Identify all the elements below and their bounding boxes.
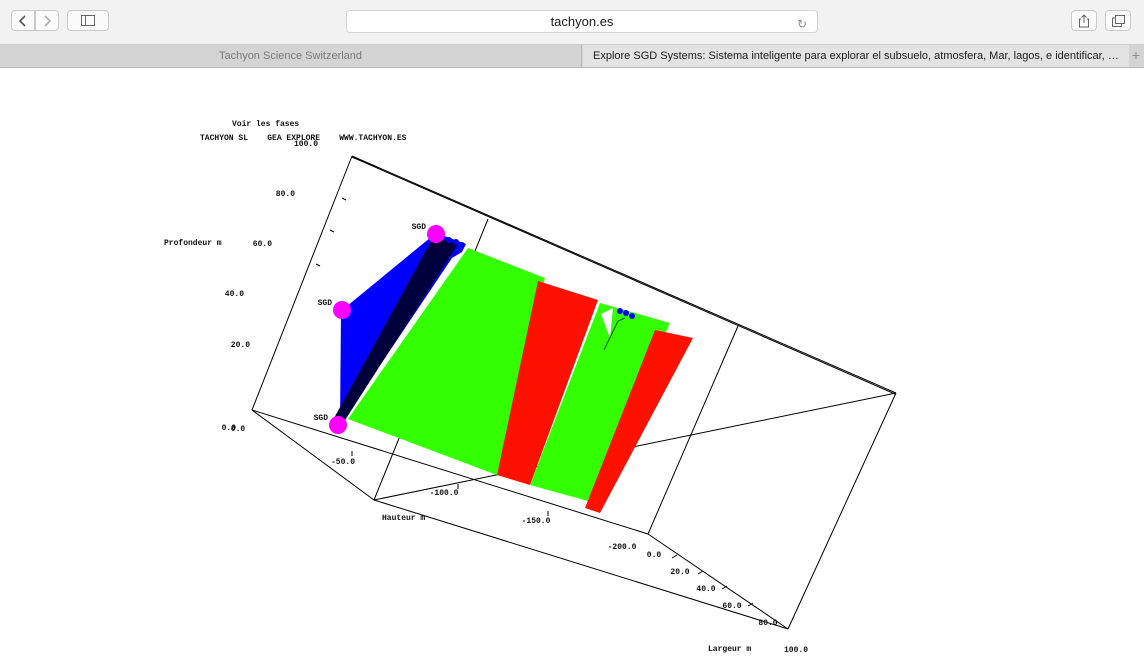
sgd-marker-dot bbox=[333, 301, 351, 319]
share-button[interactable] bbox=[1071, 10, 1097, 31]
surface-point bbox=[446, 237, 452, 243]
hauteur-axis-label: Hauteur m bbox=[382, 514, 425, 523]
back-button[interactable] bbox=[11, 10, 35, 31]
largeur-tick-label: 100.0 bbox=[784, 646, 808, 655]
axes: 0.0 20.0 40.0 60.0 80.0 100.0 Profondeur m 0.0 -… bbox=[164, 140, 808, 655]
surface-notch bbox=[601, 308, 613, 338]
share-icon bbox=[1079, 13, 1089, 27]
profondeur-tick-label: 20.0 bbox=[231, 341, 250, 350]
reload-icon[interactable]: ↻ bbox=[796, 17, 807, 31]
sgd-marker-label: SGD bbox=[412, 223, 427, 232]
tab-bar: Tachyon Science Switzerland Explore SGD … bbox=[0, 45, 1144, 68]
tabs-overview-button[interactable] bbox=[1105, 10, 1131, 31]
hauteur-tick-label: -100.0 bbox=[430, 489, 459, 498]
largeur-tick-label: 0.0 bbox=[647, 551, 662, 560]
profondeur-tick-label: 80.0 bbox=[276, 190, 295, 199]
profondeur-tick-mark bbox=[341, 197, 347, 201]
largeur-tick-mark bbox=[747, 602, 754, 607]
largeur-tick-mark bbox=[721, 585, 728, 590]
profondeur-tick-label: 0.0 bbox=[222, 424, 237, 433]
header-title: Voir les fases bbox=[232, 120, 299, 129]
surface-navy bbox=[333, 236, 458, 428]
profondeur-tick-mark bbox=[329, 229, 335, 233]
sgd-marker-dot bbox=[427, 225, 445, 243]
surface-point bbox=[617, 308, 623, 314]
header-credits: TACHYON SL GEA EXPLORE WWW.TACHYON.ES bbox=[200, 134, 407, 143]
tab-tachyon-science[interactable]: Tachyon Science Switzerland bbox=[0, 45, 582, 67]
largeur-tick-label: 80.0 bbox=[758, 619, 777, 628]
new-tab-button[interactable]: + bbox=[1131, 47, 1141, 63]
surface-phases bbox=[333, 233, 693, 513]
profondeur-tick-label: 40.0 bbox=[225, 290, 244, 299]
browser-toolbar: tachyon.es ↻ bbox=[0, 0, 1144, 45]
largeur-tick-label: 20.0 bbox=[670, 568, 689, 577]
profondeur-tick-label: 100.0 bbox=[294, 140, 318, 149]
surface-point bbox=[623, 310, 629, 316]
chevron-right-icon bbox=[44, 14, 52, 27]
sgd-markers: SGD SGD SGD bbox=[314, 223, 635, 434]
hauteur-tick-label: -200.0 bbox=[608, 543, 637, 552]
plot-frame bbox=[251, 155, 897, 630]
profondeur-tick-mark bbox=[315, 263, 321, 267]
sgd-marker-dot bbox=[329, 416, 347, 434]
largeur-tick-label: 40.0 bbox=[696, 585, 715, 594]
tabs-overview-icon bbox=[1111, 14, 1125, 27]
profondeur-axis-label: Profondeur m bbox=[164, 239, 222, 248]
sidebar-icon bbox=[81, 15, 95, 26]
page-content: Voir les fases TACHYON SL GEA EXPLORE WW… bbox=[0, 68, 1144, 657]
3d-plot: Voir les fases TACHYON SL GEA EXPLORE WW… bbox=[164, 120, 897, 655]
sgd-marker-label: SGD bbox=[318, 299, 333, 308]
forward-button[interactable] bbox=[35, 10, 59, 31]
sgd-marker-label: SGD bbox=[314, 414, 329, 423]
surface-point bbox=[629, 313, 635, 319]
chevron-left-icon bbox=[18, 14, 26, 27]
surface-point bbox=[459, 242, 465, 248]
largeur-tick-label: 60.0 bbox=[722, 602, 741, 611]
largeur-tick-mark bbox=[697, 570, 704, 575]
surface-point bbox=[453, 239, 459, 245]
largeur-axis-label: Largeur m bbox=[708, 645, 751, 654]
surface-green-2 bbox=[530, 303, 670, 501]
surface-red bbox=[497, 281, 598, 485]
hauteur-tick-label: -150.0 bbox=[522, 517, 551, 526]
hauteur-tick-label: -50.0 bbox=[331, 458, 355, 467]
tab-explore-sgd[interactable]: Explore SGD Systems: Sistema inteligente… bbox=[583, 45, 1129, 67]
surface-green bbox=[348, 248, 545, 475]
surface-red-2 bbox=[585, 330, 693, 513]
profondeur-tick-label: 60.0 bbox=[253, 240, 272, 249]
url-text: tachyon.es bbox=[550, 14, 614, 29]
sidebar-button[interactable] bbox=[67, 10, 109, 31]
surface-shadow bbox=[603, 317, 626, 351]
address-bar[interactable]: tachyon.es ↻ bbox=[346, 10, 818, 33]
hauteur-tick-label: 0.0 bbox=[231, 425, 246, 434]
largeur-tick-mark bbox=[671, 554, 678, 559]
